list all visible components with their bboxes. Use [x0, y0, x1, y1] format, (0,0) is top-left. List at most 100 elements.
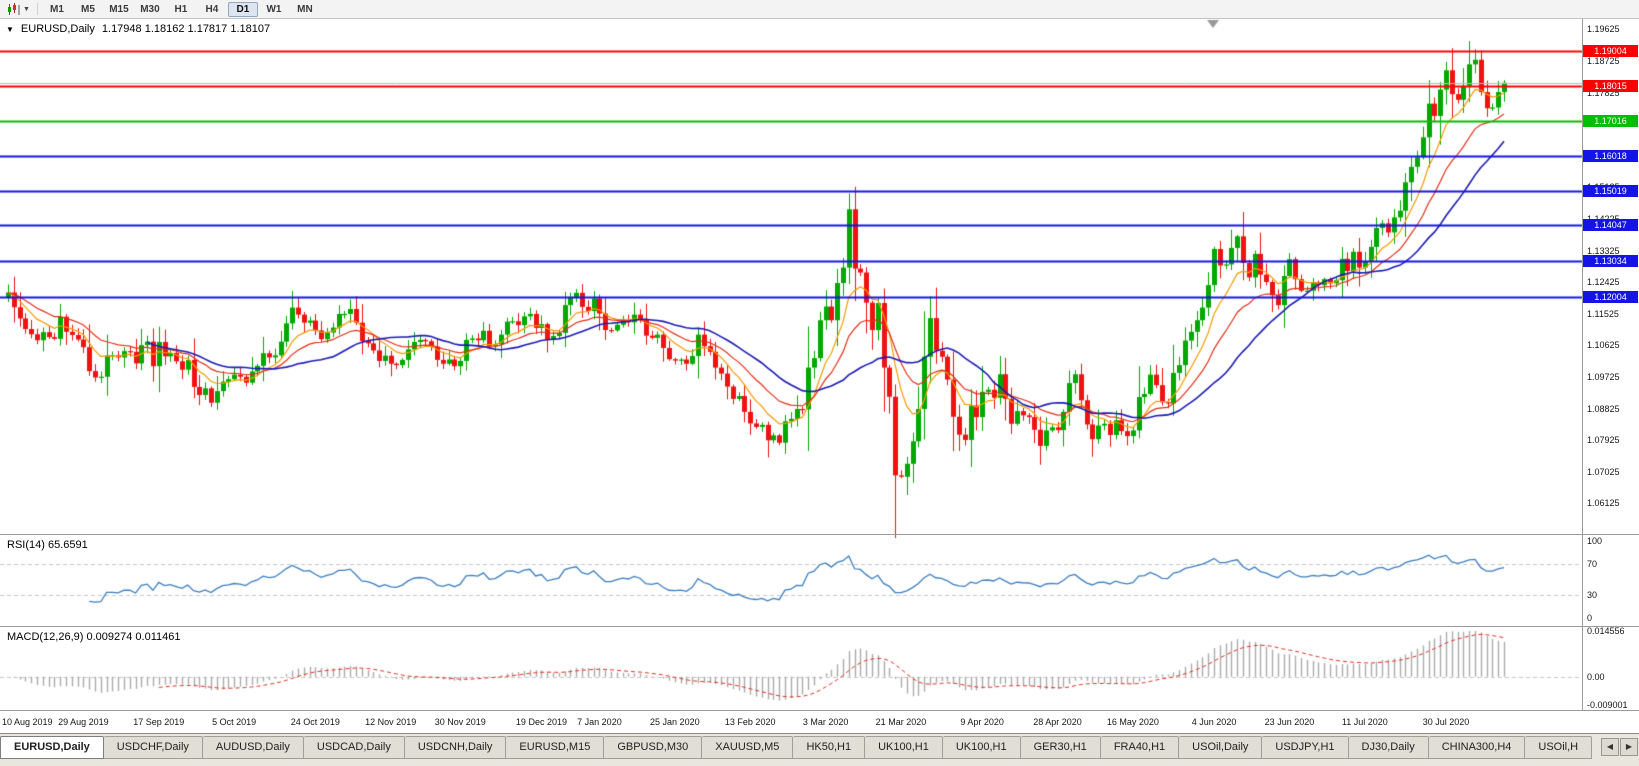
timeframe-button-h1[interactable]: H1 — [174, 3, 188, 15]
chart-title: ▼ EURUSD,Daily 1.17948 1.18162 1.17817 1… — [6, 23, 270, 35]
chart-tab-ger30-h1[interactable]: GER30,H1 — [1020, 736, 1101, 759]
timeframe-button-m5[interactable]: M5 — [80, 3, 95, 15]
time-axis-label: 19 Dec 2019 — [515, 717, 567, 727]
toolbar-separator — [36, 3, 38, 15]
rsi-axis-label: 30 — [1587, 589, 1598, 600]
time-axis-label: 21 Mar 2020 — [875, 717, 927, 727]
chart-tab-usdcnh-daily[interactable]: USDCNH,Daily — [404, 736, 507, 759]
panel-separator[interactable] — [0, 534, 1639, 535]
time-axis-label: 24 Oct 2019 — [290, 717, 340, 727]
time-axis-label: 30 Nov 2019 — [434, 717, 486, 727]
tab-scroll-buttons: ◀ ▶ — [1599, 738, 1638, 756]
price-axis-label: 1.19625 — [1587, 24, 1620, 35]
price-line-badge: 1.12004 — [1583, 290, 1638, 303]
chart-tab-hk50-h1[interactable]: HK50,H1 — [793, 736, 866, 759]
time-axis-label: 17 Sep 2019 — [133, 717, 185, 727]
panel-separator[interactable] — [0, 626, 1639, 627]
macd-axis-label: 0.014556 — [1587, 626, 1625, 636]
chart-ohlc-values: 1.17948 1.18162 1.17817 1.18107 — [101, 23, 271, 35]
timeframe-button-h4[interactable]: H4 — [205, 3, 219, 15]
price-chart-canvas[interactable] — [0, 18, 1639, 733]
timeframe-button-d1[interactable]: D1 — [227, 1, 258, 17]
macd-axis-label: 0.00 — [1587, 671, 1605, 682]
rsi-axis[interactable]: 100 70 30 0 — [1583, 535, 1639, 626]
collapse-triangle-icon: ▼ — [6, 24, 14, 34]
chevron-down-icon: ▼ — [23, 5, 30, 13]
chart-tab-usdjpy-h1[interactable]: USDJPY,H1 — [1262, 736, 1349, 759]
price-axis-label: 1.18725 — [1587, 56, 1620, 66]
timeframe-toolbar: ▼ M1 M5 M15 M30 H1 H4 D1 W1 MN — [0, 0, 1639, 19]
price-axis-label: 1.08825 — [1587, 403, 1620, 414]
timeframe-button-m30[interactable]: M30 — [140, 3, 160, 15]
rsi-axis-label: 100 — [1587, 536, 1603, 546]
price-axis-label: 1.09725 — [1587, 371, 1620, 382]
timeframe-button-m1[interactable]: M1 — [49, 3, 64, 15]
rsi-axis-label: 0 — [1587, 613, 1593, 623]
price-axis-label: 1.10625 — [1587, 340, 1620, 351]
price-axis-label: 1.13325 — [1587, 245, 1620, 256]
chart-tab-usdchf-daily[interactable]: USDCHF,Daily — [103, 736, 203, 759]
rsi-axis-label: 70 — [1587, 559, 1598, 570]
price-line-badge: 1.15019 — [1583, 185, 1638, 198]
macd-axis[interactable]: 0.014556 0.00 -0.009001 — [1583, 626, 1639, 710]
chart-tab-fra40-h1[interactable]: FRA40,H1 — [1100, 736, 1180, 759]
time-axis-label: 9 Apr 2020 — [960, 717, 1004, 727]
axis-border — [1582, 18, 1583, 710]
price-line-badge: 1.17016 — [1583, 114, 1638, 127]
panel-separator[interactable] — [0, 710, 1639, 711]
price-axis-label: 1.06125 — [1587, 498, 1620, 509]
time-axis[interactable]: 10 Aug 2019 29 Aug 2019 17 Sep 2019 5 Oct 2… — [0, 711, 1639, 733]
time-axis-label: 7 Jan 2020 — [577, 717, 622, 727]
chart-tab-eurusd-m15[interactable]: EURUSD,M15 — [506, 736, 605, 759]
price-axis-label: 1.11525 — [1587, 308, 1619, 319]
chart-tab-audusd-daily[interactable]: AUDUSD,Daily — [202, 736, 304, 759]
candlestick-chart-icon — [8, 2, 20, 15]
price-line-badge: 1.13034 — [1583, 254, 1638, 267]
price-axis[interactable]: 1.196251.187251.178251.169251.160251.151… — [1583, 18, 1639, 534]
macd-indicator-label: MACD(12,26,9) 0.009274 0.011461 — [7, 631, 181, 643]
timeframe-button-w1[interactable]: W1 — [266, 3, 282, 15]
chart-tab-usoil-h[interactable]: USOil,H — [1525, 736, 1593, 759]
time-axis-label: 16 May 2020 — [1106, 717, 1159, 727]
tabs-scroll-right-button[interactable]: ▶ — [1620, 738, 1638, 756]
time-axis-label: 30 Jul 2020 — [1422, 717, 1470, 727]
time-axis-label: 23 Jun 2020 — [1264, 717, 1315, 727]
timeframe-button-m15[interactable]: M15 — [109, 3, 129, 15]
time-axis-label: 10 Aug 2019 — [2, 717, 53, 727]
price-axis-label: 1.07025 — [1587, 466, 1620, 477]
charts-menu-button[interactable]: ▼ — [4, 2, 33, 17]
chart-tab-eurusd-daily[interactable]: EURUSD,Daily — [0, 736, 104, 759]
price-line-badge: 1.16018 — [1583, 150, 1638, 163]
chart-tab-bar: EURUSD,Daily USDCHF,Daily AUDUSD,Daily USDC… — [0, 733, 1639, 766]
price-axis-label: 1.17825 — [1587, 87, 1620, 98]
time-axis-label: 28 Apr 2020 — [1033, 717, 1082, 727]
macd-axis-label: -0.009001 — [1587, 700, 1628, 710]
timeframe-button-mn[interactable]: MN — [297, 3, 313, 15]
time-axis-label: 4 Jun 2020 — [1191, 717, 1237, 727]
time-axis-label: 3 Mar 2020 — [802, 717, 849, 727]
chart-tab-gbpusd-m30[interactable]: GBPUSD,M30 — [604, 736, 703, 759]
price-line-badge: 1.19004 — [1583, 45, 1638, 58]
chart-window[interactable]: ▼ EURUSD,Daily 1.17948 1.18162 1.17817 1… — [0, 18, 1639, 733]
chart-tab-xauusd-m5[interactable]: XAUUSD,M5 — [702, 736, 794, 759]
time-axis-label: 13 Feb 2020 — [724, 717, 776, 727]
chart-tabs: EURUSD,Daily USDCHF,Daily AUDUSD,Daily USDC… — [0, 736, 1601, 759]
chart-symbol-period: EURUSD,Daily — [20, 23, 95, 35]
time-axis-label: 11 Jul 2020 — [1341, 717, 1388, 727]
tabs-scroll-left-button[interactable]: ◀ — [1601, 738, 1619, 756]
chart-tab-usdcad-daily[interactable]: USDCAD,Daily — [303, 736, 405, 759]
chart-tab-uk100-h1[interactable]: UK100,H1 — [865, 736, 943, 759]
chart-tab-china300-h4[interactable]: CHINA300,H4 — [1428, 736, 1526, 759]
time-axis-label: 5 Oct 2019 — [212, 717, 257, 727]
chart-tab-uk100-h1[interactable]: UK100,H1 — [942, 736, 1021, 759]
price-axis-label: 1.07925 — [1587, 435, 1620, 446]
chart-tab-dj30-daily[interactable]: DJ30,Daily — [1348, 736, 1429, 759]
chart-tab-usoil-daily[interactable]: USOil,Daily — [1179, 736, 1263, 759]
rsi-indicator-label: RSI(14) 65.6591 — [7, 539, 88, 551]
time-axis-label: 29 Aug 2019 — [58, 717, 109, 727]
price-axis-label: 1.14225 — [1587, 214, 1620, 224]
price-line-badge: 1.18015 — [1583, 79, 1638, 92]
time-axis-label: 12 Nov 2019 — [365, 717, 417, 727]
time-axis-label: 25 Jan 2020 — [650, 717, 700, 727]
